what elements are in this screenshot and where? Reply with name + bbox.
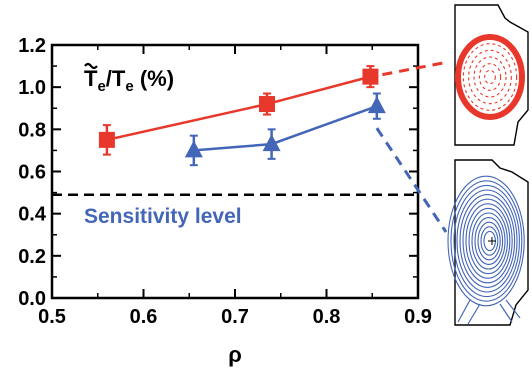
y-tick-label-6: 1.2: [18, 35, 46, 57]
inset-bottom-divertor-legs: [457, 299, 521, 325]
x-axis-title: ρ: [228, 342, 242, 367]
title-unit: (%): [134, 66, 174, 91]
y-tick-label-2: 0.4: [18, 204, 47, 226]
y-tick-label-5: 1.0: [18, 77, 46, 99]
title-sub-1: e: [97, 78, 105, 95]
inset-bottom-flux-contour: [450, 180, 523, 302]
inset-bottom-flux-contour: [447, 175, 525, 307]
y-tick-label-1: 0.2: [18, 246, 46, 268]
x-tick-label-0: 0.5: [38, 306, 66, 328]
connector-line-bottom: [375, 127, 448, 233]
x-tick-label-3: 0.8: [313, 306, 341, 328]
inset-top-flux-ring: [484, 69, 496, 85]
inset-top-flux-ring: [478, 63, 502, 91]
title-sub-2: e: [125, 78, 133, 95]
inset-top-vessel-outline: [454, 4, 529, 146]
series-1-line: [193, 104, 378, 152]
inset-bottom-flux-contour: [468, 207, 508, 275]
y-tick-label-0: 0.0: [18, 288, 46, 310]
y-tick-label-3: 0.6: [18, 162, 46, 184]
inset-bottom-flux-contour: [459, 194, 516, 288]
inset-cross-section-bottom: [447, 159, 529, 326]
inset-cross-section-top: [454, 4, 529, 146]
inset-bottom-flux-contour: [480, 226, 499, 256]
y-tick-label-4: 0.8: [18, 119, 46, 141]
inset-bottom-center-mark: [488, 237, 496, 245]
sensitivity-label: Sensitivity level: [84, 205, 242, 228]
inset-top-flux-ring: [462, 43, 518, 111]
inset-bottom-flux-contour: [462, 198, 513, 284]
title-tilde-mark: [84, 62, 98, 70]
inset-bottom-vessel-outline: [454, 159, 529, 326]
series-1-point-2: [367, 96, 386, 114]
inset-top-plasma-ring: [455, 34, 525, 120]
axes-group: 0.5 0.6 0.7 0.8 0.9 0.0 0.2 0.4 0.6 0.8 1.0 1.2: [18, 35, 432, 328]
series-1-point-1: [262, 134, 281, 152]
inset-top-flux-ring: [473, 56, 507, 98]
series-0-point-2: [362, 68, 379, 85]
x-tick-label-1: 0.6: [130, 306, 158, 328]
inset-bottom-flux-contour: [465, 203, 511, 279]
series-group: [98, 65, 386, 167]
title-main: T: [84, 66, 98, 91]
x-tick-label-2: 0.7: [221, 306, 249, 328]
inset-top-flux-dashes: [462, 43, 518, 111]
inset-top-flux-ring: [468, 49, 512, 105]
inset-bottom-flux-contour: [474, 217, 504, 265]
series-0-point-1: [259, 96, 276, 113]
series-1-point-0: [184, 140, 203, 158]
inset-bottom-flux-contour: [477, 221, 501, 261]
inset-connector-group: [375, 60, 449, 233]
inset-bottom-flux-contour: [471, 212, 506, 270]
inset-bottom-flux-contours: [447, 175, 525, 307]
connector-line-top: [382, 60, 449, 77]
x-tick-label-4: 0.9: [404, 306, 432, 328]
title-slash: /T: [106, 66, 126, 91]
inset-bottom-flux-contour: [456, 189, 518, 293]
chart-title: Te/Te (%): [84, 66, 174, 95]
series-0-point-0: [98, 131, 115, 148]
inset-bottom-flux-contour: [453, 184, 520, 298]
